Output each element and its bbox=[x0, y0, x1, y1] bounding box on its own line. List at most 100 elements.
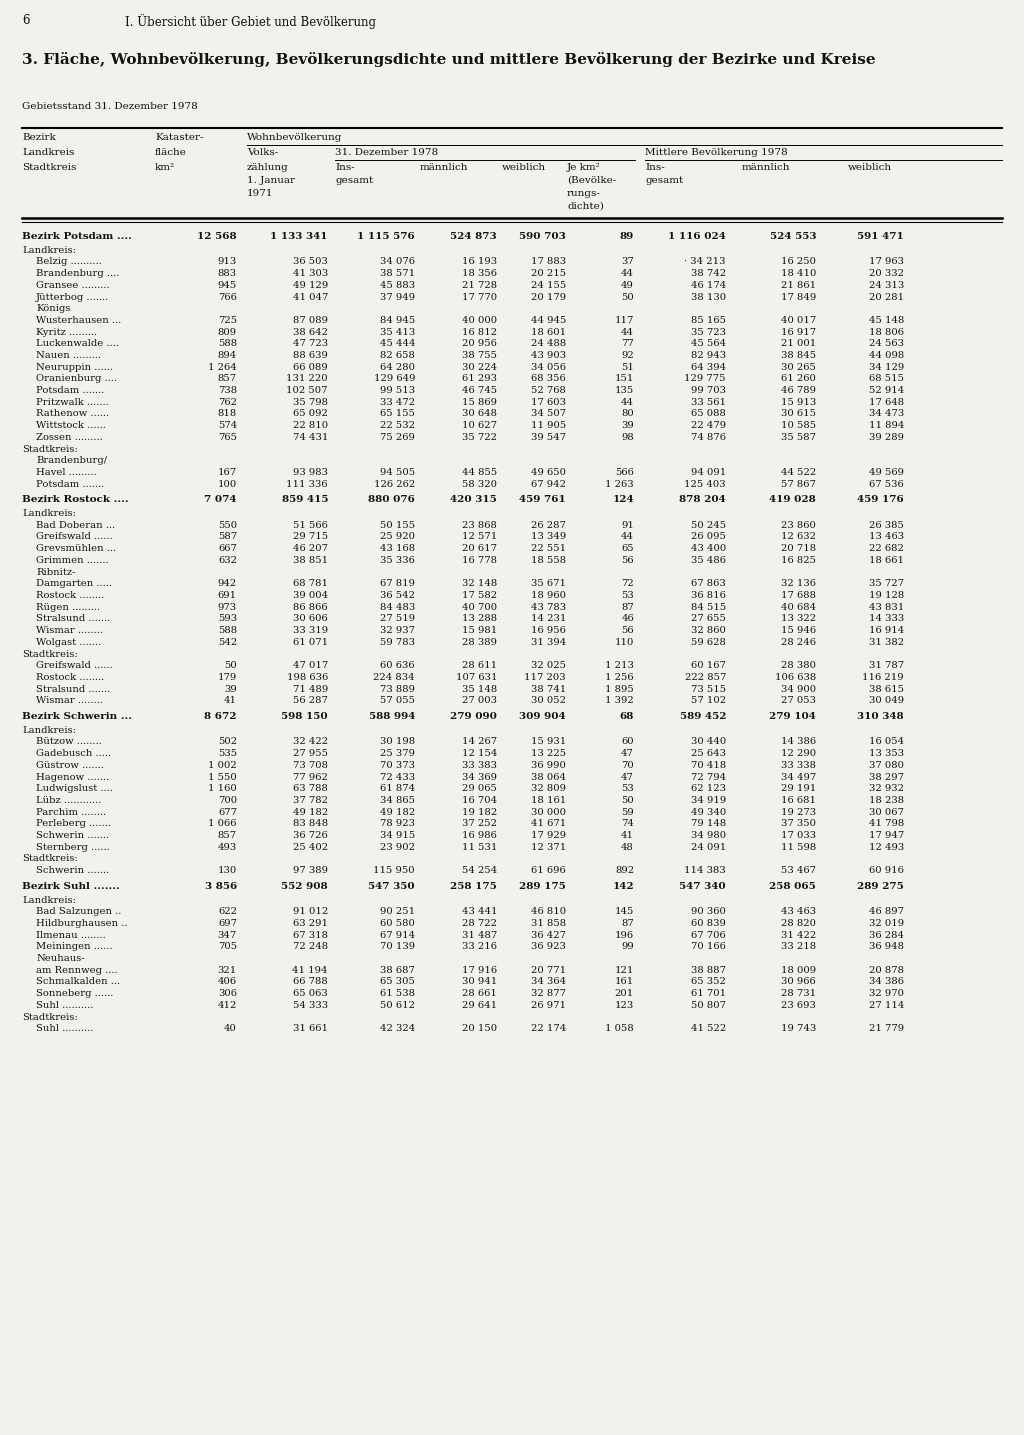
Text: 40 700: 40 700 bbox=[462, 603, 497, 611]
Text: 45 883: 45 883 bbox=[380, 281, 415, 290]
Text: 142: 142 bbox=[612, 881, 634, 891]
Text: Rügen .........: Rügen ......... bbox=[36, 603, 100, 611]
Text: 16 250: 16 250 bbox=[781, 257, 816, 267]
Text: 16 193: 16 193 bbox=[462, 257, 497, 267]
Text: 40: 40 bbox=[224, 1025, 237, 1033]
Text: Landkreis:: Landkreis: bbox=[22, 509, 76, 518]
Text: 14 333: 14 333 bbox=[868, 614, 904, 623]
Text: 27 519: 27 519 bbox=[380, 614, 415, 623]
Text: 20 179: 20 179 bbox=[530, 293, 566, 301]
Text: 765: 765 bbox=[218, 433, 237, 442]
Text: 34 497: 34 497 bbox=[780, 772, 816, 782]
Text: 72: 72 bbox=[622, 580, 634, 588]
Text: 111 336: 111 336 bbox=[287, 479, 328, 489]
Text: 691: 691 bbox=[218, 591, 237, 600]
Text: 12 568: 12 568 bbox=[198, 232, 237, 241]
Text: 64 394: 64 394 bbox=[691, 363, 726, 372]
Text: 49 340: 49 340 bbox=[691, 808, 726, 817]
Text: 1 115 576: 1 115 576 bbox=[357, 232, 415, 241]
Text: 7 074: 7 074 bbox=[205, 495, 237, 504]
Text: (Bevölke-: (Bevölke- bbox=[567, 177, 616, 185]
Text: Kyritz .........: Kyritz ......... bbox=[36, 327, 97, 337]
Text: 35 148: 35 148 bbox=[462, 684, 497, 693]
Text: 99 703: 99 703 bbox=[691, 386, 726, 395]
Text: am Rennweg ....: am Rennweg .... bbox=[36, 966, 118, 974]
Text: 42 324: 42 324 bbox=[380, 1025, 415, 1033]
Text: 179: 179 bbox=[218, 673, 237, 682]
Text: 883: 883 bbox=[218, 270, 237, 278]
Text: 57 867: 57 867 bbox=[781, 479, 816, 489]
Text: 65 352: 65 352 bbox=[691, 977, 726, 986]
Text: 32 860: 32 860 bbox=[691, 626, 726, 636]
Text: Havel .........: Havel ......... bbox=[36, 468, 96, 476]
Text: 31 394: 31 394 bbox=[530, 637, 566, 647]
Text: 17 963: 17 963 bbox=[869, 257, 904, 267]
Text: 30 606: 30 606 bbox=[293, 614, 328, 623]
Text: 25 643: 25 643 bbox=[691, 749, 726, 758]
Text: 258 175: 258 175 bbox=[451, 881, 497, 891]
Text: 18 356: 18 356 bbox=[462, 270, 497, 278]
Text: 34 056: 34 056 bbox=[531, 363, 566, 372]
Text: 61 071: 61 071 bbox=[293, 637, 328, 647]
Text: Jütterbog .......: Jütterbog ....... bbox=[36, 293, 110, 301]
Text: 201: 201 bbox=[614, 989, 634, 999]
Text: 67 318: 67 318 bbox=[293, 931, 328, 940]
Text: 15 869: 15 869 bbox=[462, 397, 497, 406]
Text: 15 913: 15 913 bbox=[780, 397, 816, 406]
Text: 27 053: 27 053 bbox=[781, 696, 816, 705]
Text: 3. Fläche, Wohnbevölkerung, Bevölkerungsdichte und mittlere Bevölkerung der Bezi: 3. Fläche, Wohnbevölkerung, Bevölkerungs… bbox=[22, 52, 876, 67]
Text: Wusterhausen ...: Wusterhausen ... bbox=[36, 316, 121, 324]
Text: 49: 49 bbox=[622, 281, 634, 290]
Text: 36 948: 36 948 bbox=[869, 943, 904, 951]
Text: 65: 65 bbox=[622, 544, 634, 554]
Text: 67 942: 67 942 bbox=[531, 479, 566, 489]
Text: 14 386: 14 386 bbox=[781, 738, 816, 746]
Text: 26 287: 26 287 bbox=[531, 521, 566, 530]
Text: 34 900: 34 900 bbox=[781, 684, 816, 693]
Text: 24 488: 24 488 bbox=[530, 339, 566, 349]
Text: 36 503: 36 503 bbox=[293, 257, 328, 267]
Text: 45 564: 45 564 bbox=[691, 339, 726, 349]
Text: 880 076: 880 076 bbox=[368, 495, 415, 504]
Text: 892: 892 bbox=[614, 867, 634, 875]
Text: 90 360: 90 360 bbox=[691, 907, 726, 916]
Text: 135: 135 bbox=[614, 386, 634, 395]
Text: 1 895: 1 895 bbox=[605, 684, 634, 693]
Text: 43 831: 43 831 bbox=[868, 603, 904, 611]
Text: 224 834: 224 834 bbox=[374, 673, 415, 682]
Text: Stralsund .......: Stralsund ....... bbox=[36, 684, 111, 693]
Text: 23 693: 23 693 bbox=[781, 1000, 816, 1010]
Text: 34 129: 34 129 bbox=[868, 363, 904, 372]
Text: Je km²: Je km² bbox=[567, 164, 601, 172]
Text: 17 929: 17 929 bbox=[530, 831, 566, 839]
Text: 45 148: 45 148 bbox=[868, 316, 904, 324]
Text: Wismar ........: Wismar ........ bbox=[36, 626, 102, 636]
Text: 15 946: 15 946 bbox=[781, 626, 816, 636]
Text: 16 778: 16 778 bbox=[462, 555, 497, 565]
Text: 28 389: 28 389 bbox=[462, 637, 497, 647]
Text: 17 582: 17 582 bbox=[462, 591, 497, 600]
Text: 50 612: 50 612 bbox=[380, 1000, 415, 1010]
Text: 23 860: 23 860 bbox=[781, 521, 816, 530]
Text: 10 627: 10 627 bbox=[462, 422, 497, 430]
Text: 11 598: 11 598 bbox=[780, 842, 816, 852]
Text: 33 338: 33 338 bbox=[781, 761, 816, 769]
Text: 40 017: 40 017 bbox=[780, 316, 816, 324]
Text: 36 542: 36 542 bbox=[380, 591, 415, 600]
Text: 587: 587 bbox=[218, 532, 237, 541]
Text: 66 788: 66 788 bbox=[293, 977, 328, 986]
Text: 32 809: 32 809 bbox=[531, 784, 566, 794]
Text: 53: 53 bbox=[622, 591, 634, 600]
Text: 818: 818 bbox=[218, 409, 237, 419]
Text: 43 463: 43 463 bbox=[781, 907, 816, 916]
Text: 26 385: 26 385 bbox=[869, 521, 904, 530]
Text: 29 191: 29 191 bbox=[780, 784, 816, 794]
Text: 44 855: 44 855 bbox=[462, 468, 497, 476]
Text: 43 783: 43 783 bbox=[530, 603, 566, 611]
Text: 126 262: 126 262 bbox=[374, 479, 415, 489]
Text: 279 104: 279 104 bbox=[769, 712, 816, 720]
Text: Suhl ..........: Suhl .......... bbox=[36, 1000, 93, 1010]
Text: 40 000: 40 000 bbox=[462, 316, 497, 324]
Text: 35 587: 35 587 bbox=[781, 433, 816, 442]
Text: 14 231: 14 231 bbox=[530, 614, 566, 623]
